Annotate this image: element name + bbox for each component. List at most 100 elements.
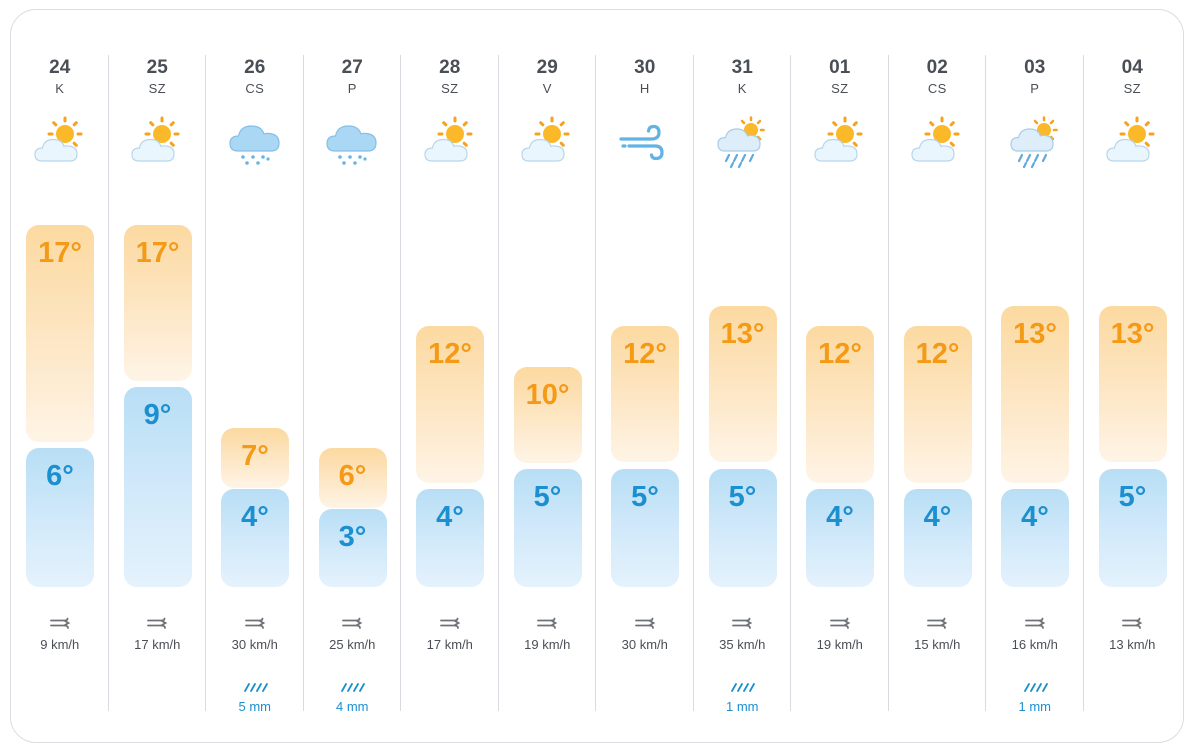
column-divider xyxy=(692,55,694,711)
column-divider xyxy=(302,55,304,711)
day-number: 03 xyxy=(1024,57,1046,78)
min-temp-bar: 3° xyxy=(318,509,387,587)
max-temp-label: 12° xyxy=(428,338,472,371)
day-number: 28 xyxy=(439,57,461,78)
day-column: 24 K 17° 6° 9 km/ xyxy=(11,43,109,716)
wind-speed: 13 km/h xyxy=(1109,637,1156,652)
wind-speed: 25 km/h xyxy=(329,637,376,652)
max-temp-label: 12° xyxy=(915,338,960,371)
max-temp-bar: 10° xyxy=(513,367,582,463)
min-temp-bar: 5° xyxy=(1098,468,1167,587)
column-divider xyxy=(985,55,986,711)
rain-cloud-icon xyxy=(227,115,283,171)
column-divider xyxy=(107,55,109,711)
wind-icon xyxy=(439,616,461,630)
day-number: 30 xyxy=(634,57,656,78)
min-temp-label: 5° xyxy=(728,480,757,513)
rain-cloud-icon xyxy=(324,115,380,171)
max-temp-label: 13° xyxy=(720,318,765,351)
day-column: 04 SZ 13° 5° 13 k xyxy=(1084,43,1182,716)
min-temp-label: 4° xyxy=(436,500,464,533)
min-temp-bar: 4° xyxy=(903,488,972,587)
day-column: 01 SZ 12° 4° 19 k xyxy=(791,43,889,716)
max-temp-bar: 13° xyxy=(1098,306,1167,463)
wind-speed: 15 km/h xyxy=(914,637,961,652)
weekday-label: SZ xyxy=(1123,81,1141,96)
wind-icon xyxy=(1024,616,1046,630)
max-temp-label: 12° xyxy=(623,338,667,371)
max-temp-label: 17° xyxy=(38,236,82,269)
max-temp-bar: 7° xyxy=(221,427,289,488)
day-column: 27 P 6° 3° 25 km/h 4 mm xyxy=(304,43,401,716)
weekday-label: K xyxy=(55,81,65,96)
max-temp-bar: 17° xyxy=(123,224,192,382)
column-divider xyxy=(1082,55,1084,711)
wind-speed: 9 km/h xyxy=(40,637,80,652)
min-temp-label: 5° xyxy=(1118,480,1147,513)
min-temp-label: 3° xyxy=(338,521,367,554)
precipitation-amount: 1 mm xyxy=(1018,699,1052,714)
wind-speed: 35 km/h xyxy=(719,637,766,652)
max-temp-bar: 12° xyxy=(903,326,972,483)
wind-icon xyxy=(341,616,363,630)
weekday-label: P xyxy=(1030,81,1040,96)
min-temp-label: 6° xyxy=(46,460,74,493)
min-temp-label: 5° xyxy=(631,480,659,513)
column-divider xyxy=(205,55,206,711)
day-number: 27 xyxy=(341,57,363,78)
wind-speed: 17 km/h xyxy=(134,637,181,652)
max-temp-bar: 13° xyxy=(1001,306,1069,483)
day-number: 26 xyxy=(244,57,266,78)
min-temp-bar: 6° xyxy=(26,448,94,587)
wind-icon xyxy=(244,616,266,630)
min-temp-bar: 4° xyxy=(221,488,289,587)
precipitation-icon xyxy=(242,679,268,692)
max-temp-label: 13° xyxy=(1110,318,1155,351)
min-temp-label: 9° xyxy=(143,399,172,432)
min-temp-bar: 9° xyxy=(123,387,192,587)
sun-rain-icon xyxy=(1007,115,1063,171)
partly-cloudy-icon xyxy=(129,115,185,171)
precipitation-icon xyxy=(339,679,366,692)
windy-icon xyxy=(617,115,673,171)
day-column: 31 K 13° xyxy=(694,43,791,716)
partly-cloudy-icon xyxy=(909,115,965,171)
day-number: 01 xyxy=(829,57,851,78)
wind-icon xyxy=(536,616,558,630)
min-temp-label: 5° xyxy=(533,480,562,513)
day-number: 31 xyxy=(731,57,753,78)
precipitation-amount: 5 mm xyxy=(238,699,272,714)
min-temp-label: 4° xyxy=(241,500,269,533)
min-temp-label: 4° xyxy=(923,500,952,533)
sun-rain-icon xyxy=(714,115,770,171)
weekday-label: H xyxy=(639,81,650,96)
min-temp-bar: 4° xyxy=(1001,488,1069,587)
day-number: 29 xyxy=(536,57,558,78)
min-temp-bar: 5° xyxy=(513,468,582,587)
day-number: 02 xyxy=(926,57,948,78)
column-divider xyxy=(887,55,889,711)
day-number: 24 xyxy=(49,57,71,78)
day-number: 04 xyxy=(1121,57,1143,78)
weekday-label: P xyxy=(347,81,357,96)
min-temp-label: 4° xyxy=(1021,500,1049,533)
max-temp-label: 10° xyxy=(525,379,570,411)
wind-icon xyxy=(49,616,71,630)
weekday-label: SZ xyxy=(441,81,459,96)
min-temp-bar: 5° xyxy=(708,468,777,587)
wind-speed: 19 km/h xyxy=(816,637,863,652)
weekday-label: SZ xyxy=(148,81,166,96)
max-temp-label: 6° xyxy=(338,460,367,493)
column-divider xyxy=(790,55,791,711)
day-column: 29 V 10° 5° 19 km xyxy=(499,43,596,716)
weekday-label: CS xyxy=(245,81,265,96)
partly-cloudy-icon xyxy=(32,115,88,171)
wind-speed: 19 km/h xyxy=(524,637,571,652)
forecast-card: 24 K 17° 6° 9 km/ xyxy=(10,9,1184,743)
precipitation-amount: 1 mm xyxy=(726,699,759,714)
precipitation-amount: 4 mm xyxy=(336,699,369,714)
max-temp-bar: 12° xyxy=(806,326,874,483)
wind-icon xyxy=(1121,616,1143,630)
max-temp-bar: 13° xyxy=(708,306,777,463)
column-divider xyxy=(497,55,499,711)
